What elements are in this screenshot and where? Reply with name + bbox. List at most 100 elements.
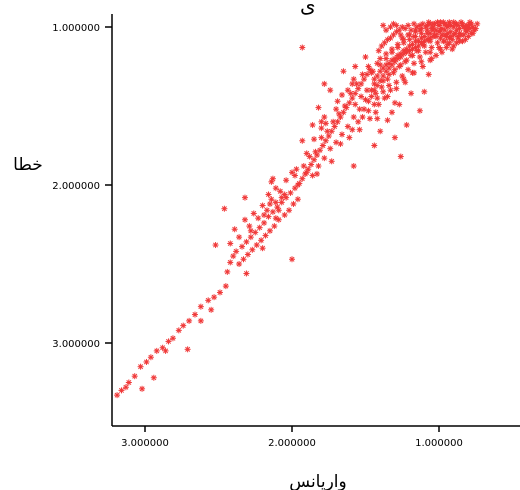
data-point: [470, 30, 476, 36]
data-point: [396, 64, 402, 70]
data-point: [426, 71, 432, 77]
data-point: [368, 94, 374, 100]
data-point: [424, 27, 430, 33]
data-point: [421, 89, 427, 95]
data-point: [383, 56, 389, 62]
data-point: [377, 78, 383, 84]
data-point: [436, 45, 442, 51]
data-point: [326, 133, 332, 139]
data-point: [385, 94, 391, 100]
data-point: [345, 124, 351, 130]
data-point: [163, 348, 169, 354]
data-point: [257, 225, 263, 231]
data-point: [408, 52, 414, 58]
data-point: [393, 79, 399, 85]
data-point: [367, 116, 373, 122]
data-point: [271, 223, 277, 229]
data-point: [385, 117, 391, 123]
data-point: [132, 373, 138, 379]
data-point: [380, 73, 386, 79]
data-point: [227, 259, 233, 265]
data-point: [380, 22, 386, 28]
data-point: [427, 57, 433, 63]
x-tick-label: 3.000000: [121, 438, 169, 449]
data-point: [399, 35, 405, 41]
data-point: [320, 143, 326, 149]
y-tick-label: 2.000000: [52, 181, 100, 192]
data-point: [224, 269, 230, 275]
data-point: [361, 106, 367, 112]
data-point: [299, 138, 305, 144]
data-point: [249, 247, 255, 253]
data-point: [405, 32, 411, 38]
data-point: [252, 229, 258, 235]
data-point: [311, 157, 317, 163]
data-point: [417, 108, 423, 114]
data-point: [339, 92, 345, 98]
data-point: [277, 188, 283, 194]
data-point: [374, 82, 380, 88]
data-point: [387, 87, 393, 93]
data-point: [327, 146, 333, 152]
data-point: [390, 70, 396, 76]
data-point: [310, 173, 316, 179]
data-point: [236, 234, 242, 240]
data-point: [377, 68, 383, 74]
data-point: [458, 32, 464, 38]
points-layer: [114, 19, 480, 398]
data-point: [448, 33, 454, 39]
data-point: [248, 228, 254, 234]
data-point: [230, 253, 236, 259]
data-point: [268, 179, 274, 185]
data-point: [286, 207, 292, 213]
data-point: [358, 94, 364, 100]
data-point: [367, 67, 373, 73]
data-point: [324, 128, 330, 134]
data-point: [317, 147, 323, 153]
data-point: [405, 67, 411, 73]
data-point: [374, 95, 380, 101]
data-point: [170, 335, 176, 341]
data-point: [385, 37, 391, 43]
data-point: [166, 338, 172, 344]
y-axis-title: خطا: [13, 155, 43, 175]
data-point: [333, 106, 339, 112]
data-point: [383, 27, 389, 33]
data-point: [418, 59, 424, 65]
data-point: [295, 196, 301, 202]
plot-area: [105, 14, 520, 432]
data-point: [436, 22, 442, 28]
data-point: [143, 359, 149, 365]
data-point: [393, 22, 399, 28]
data-point: [335, 98, 341, 104]
data-point: [351, 163, 357, 169]
data-point: [315, 105, 321, 111]
data-point: [411, 60, 417, 66]
data-point: [267, 201, 273, 207]
data-point: [387, 24, 393, 30]
data-point: [311, 136, 317, 142]
data-point: [293, 166, 299, 172]
data-point: [276, 207, 282, 213]
data-point: [392, 100, 398, 106]
data-point: [349, 81, 355, 87]
data-point: [221, 206, 227, 212]
data-point: [295, 182, 301, 188]
x-tick-label: 2.000000: [268, 438, 316, 449]
data-point: [176, 327, 182, 333]
data-point: [205, 297, 211, 303]
data-point: [357, 127, 363, 133]
data-point: [260, 203, 266, 209]
data-point: [377, 128, 383, 134]
data-point: [338, 141, 344, 147]
data-point: [217, 289, 223, 295]
data-point: [243, 239, 249, 245]
data-point: [273, 185, 279, 191]
data-point: [123, 384, 129, 390]
data-point: [474, 21, 480, 27]
data-point: [304, 150, 310, 156]
data-point: [417, 54, 423, 60]
data-point: [299, 45, 305, 51]
